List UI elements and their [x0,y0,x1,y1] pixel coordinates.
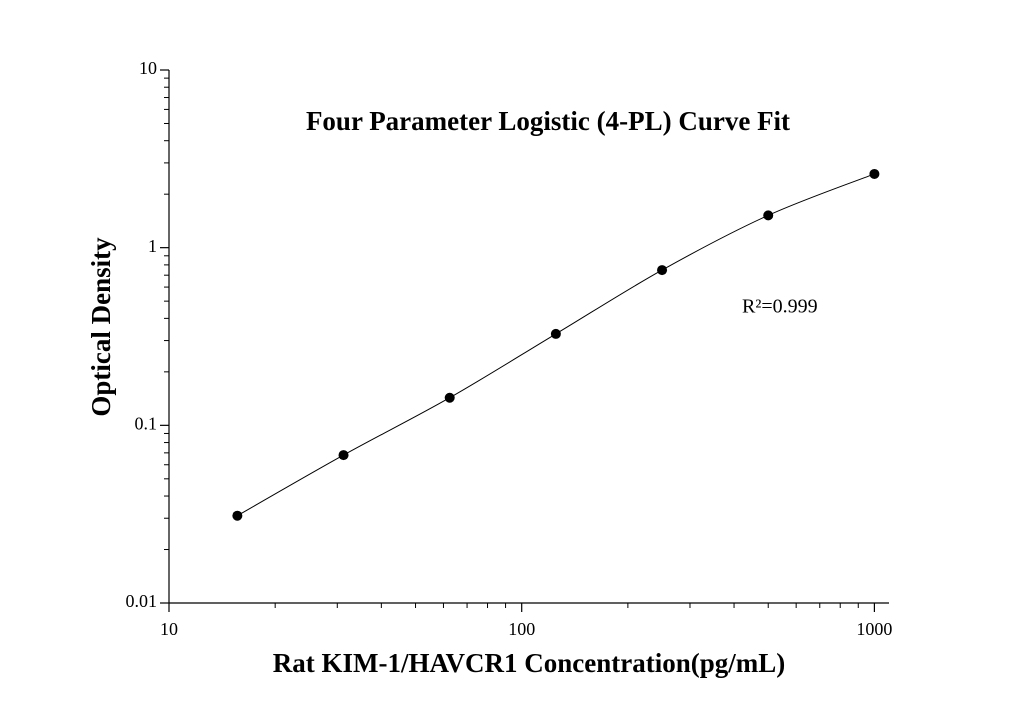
x-axis-label: Rat KIM-1/HAVCR1 Concentration(pg/mL) [273,648,785,678]
fit-curve [237,173,875,517]
x-tick-label: 100 [508,619,535,639]
annotation: R²=0.999 [742,296,818,318]
y-tick-label: 0.1 [135,413,158,433]
y-tick-label: 0.01 [126,591,158,611]
x-tick-label: 1000 [856,619,892,639]
data-point [657,265,668,276]
y-axis-label: Optical Density [86,237,116,417]
data-point [763,210,774,221]
data-point [550,328,561,339]
y-tick-label: 1 [148,236,157,256]
data-point [338,450,349,461]
x-tick-label: 10 [160,619,178,639]
chart-title: Four Parameter Logistic (4-PL) Curve Fit [306,106,790,136]
data-point [444,392,455,403]
y-tick-label: 10 [139,58,157,78]
data-point [232,510,243,521]
data-point [869,168,880,179]
